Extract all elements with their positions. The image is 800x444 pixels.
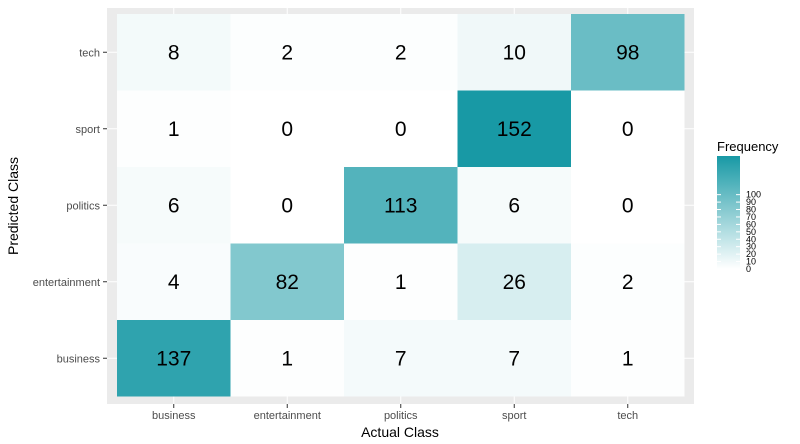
cell-value-label: 7 [395, 347, 407, 370]
cell-value-label: 0 [622, 118, 634, 141]
heatmap-cell [457, 167, 571, 244]
heatmap-cell [457, 243, 571, 320]
legend-tick-label: 10 [746, 257, 756, 267]
cell-value-label: 113 [384, 194, 417, 217]
x-tick-label: sport [502, 410, 526, 422]
heatmap-cell [571, 167, 685, 244]
heatmap-cell [457, 320, 571, 397]
cell-value-label: 1 [622, 347, 634, 370]
cell-value-label: 10 [503, 41, 526, 64]
cell-value-label: 0 [622, 194, 634, 217]
cell-value-label: 137 [156, 347, 191, 370]
legend-tick-label: 50 [746, 227, 756, 237]
cell-value-label: 82 [276, 271, 299, 294]
cell-value-label: 0 [395, 118, 407, 141]
heatmap-cell [344, 243, 458, 320]
heatmap-cell [571, 243, 685, 320]
heatmap-cell [457, 90, 571, 167]
cell-value-label: 4 [168, 271, 180, 294]
legend-tick-label: 20 [746, 249, 756, 259]
legend-tick-label: 80 [746, 205, 756, 215]
cell-value-label: 152 [497, 118, 532, 141]
heatmap-cell [230, 14, 344, 91]
heatmap-cell [117, 90, 231, 167]
heatmap-cell [344, 320, 458, 397]
cell-value-label: 0 [281, 194, 293, 217]
heatmap-cell [117, 320, 231, 397]
cell-value-label: 98 [616, 41, 639, 64]
heatmap-cell [117, 14, 231, 91]
y-tick-label: sport [76, 124, 100, 136]
cell-value-labels: 137 1 7 7 14 82 1 26 26 0 113 6 01 0 0 152 08 2 2 10 98 [156, 41, 639, 370]
heatmap-cell [117, 167, 231, 244]
heatmap-cell [571, 14, 685, 91]
cell-value-label: 26 [503, 271, 526, 294]
legend-tick-label: 30 [746, 242, 756, 252]
heatmap-cell [344, 167, 458, 244]
legend-title: Frequency [717, 139, 779, 154]
legend-color-bar [717, 156, 740, 269]
legend-tick-label: 100 [746, 190, 761, 200]
heatmap-cell [344, 14, 458, 91]
cell-value-label: 2 [395, 41, 407, 64]
cell-value-label: 2 [281, 41, 293, 64]
cell-value-label: 0 [281, 118, 293, 141]
heatmap-cell [117, 243, 231, 320]
heatmap-cell [230, 90, 344, 167]
y-tick-label: entertainment [33, 277, 100, 289]
heatmap-cells [117, 14, 685, 397]
legend-tick-label: 70 [746, 212, 756, 222]
y-axis-title: Predicted Class [5, 157, 21, 255]
x-axis-ticks: business entertainment politics sport tech [152, 404, 638, 422]
cell-value-label: 2 [622, 271, 634, 294]
heatmap-cell [571, 90, 685, 167]
heatmap-cell [230, 243, 344, 320]
x-axis-title: Actual Class [361, 424, 439, 440]
cell-value-label: 6 [508, 194, 520, 217]
cell-value-label: 1 [281, 347, 293, 370]
cell-value-label: 7 [508, 347, 520, 370]
legend-tick-label: 60 [746, 219, 756, 229]
y-axis-ticks: business entertainment politics sport tech [33, 47, 107, 365]
heatmap-cell [457, 14, 571, 91]
x-tick-label: tech [617, 410, 638, 422]
cell-value-label: 8 [168, 41, 180, 64]
legend-tick-label: 0 [746, 264, 751, 274]
y-tick-label: business [57, 353, 101, 365]
heatmap-cell [230, 320, 344, 397]
cell-value-label: 6 [168, 194, 180, 217]
x-tick-label: entertainment [254, 410, 321, 422]
heatmap-cell [571, 320, 685, 397]
legend-tick-label: 90 [746, 197, 756, 207]
heatmap-cell [344, 90, 458, 167]
legend-tick-label: 40 [746, 234, 756, 244]
x-tick-label: business [152, 410, 196, 422]
heatmap-cell [230, 167, 344, 244]
cell-value-label: 1 [395, 271, 407, 294]
cell-value-label: 1 [168, 118, 180, 141]
x-tick-label: politics [384, 410, 418, 422]
y-tick-label: tech [79, 47, 100, 59]
y-tick-label: politics [66, 200, 100, 212]
